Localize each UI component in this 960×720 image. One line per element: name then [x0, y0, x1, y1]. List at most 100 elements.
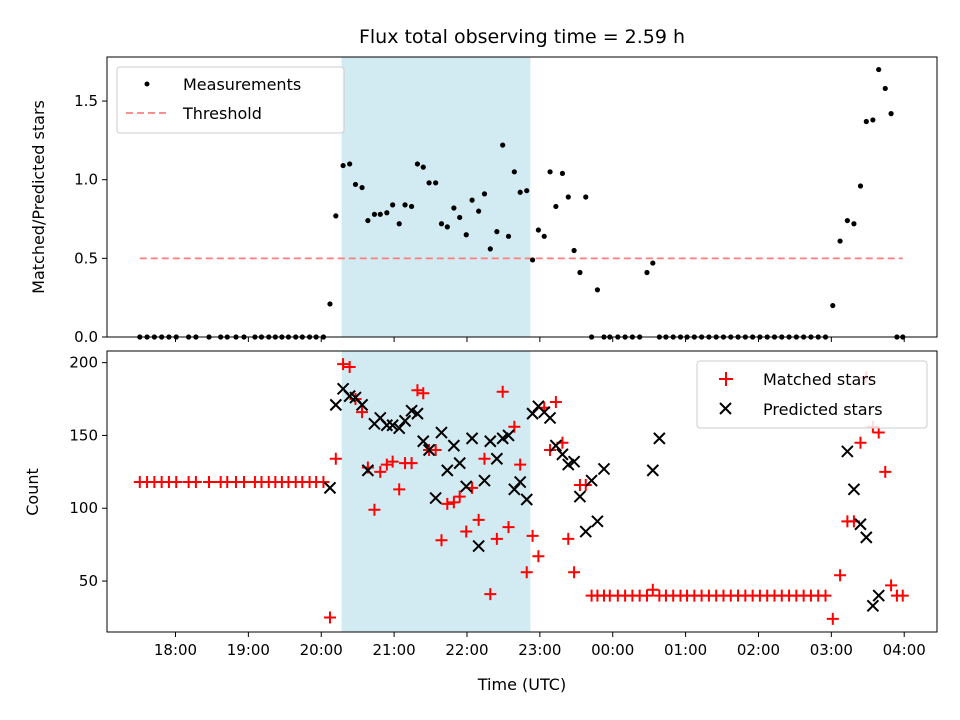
legend-threshold-label: Threshold	[182, 104, 262, 123]
bottom-panel: 50 100 150 200 18:00 19:00 20:00 21:00 22:00 23:…	[23, 350, 938, 694]
predicted-star-point	[556, 448, 569, 461]
predicted-star-point	[579, 525, 592, 538]
matched-star-point	[435, 534, 448, 547]
measurement-point	[365, 217, 371, 224]
predicted-star-point	[398, 414, 412, 428]
predicted-star-point	[597, 462, 611, 476]
top-legend: Measurements Threshold	[116, 66, 345, 134]
measurement-point	[547, 169, 553, 175]
measurement-point	[396, 221, 402, 227]
matched-star-point	[549, 395, 562, 408]
measurement-point	[505, 233, 512, 239]
measurement-point	[541, 233, 547, 239]
measurement-point	[327, 301, 333, 307]
measurement-point	[426, 180, 432, 186]
measurement-point	[402, 202, 408, 208]
bottom-y-axis: 50 100 150 200	[69, 354, 107, 590]
measurement-point	[594, 287, 601, 293]
predicted-star-point	[526, 407, 539, 420]
predicted-star-point	[429, 491, 442, 505]
bottom-shaded-interval	[341, 351, 531, 632]
top-legend-box	[116, 66, 345, 134]
predicted-star-point	[841, 445, 854, 458]
predicted-star-point	[453, 456, 466, 470]
matched-star-point	[368, 503, 381, 516]
predicted-star-point	[417, 435, 430, 448]
predicted-star-point	[646, 464, 660, 477]
matched-star-point	[532, 550, 545, 563]
predicted-star-point	[472, 539, 485, 553]
xlabel: Time (UTC)	[477, 675, 566, 694]
measurement-point	[888, 111, 894, 117]
measurement-point	[553, 203, 559, 210]
predicted-star-point	[502, 429, 515, 442]
measurement-point	[851, 221, 857, 227]
measurement-point	[340, 162, 346, 169]
measurement-point	[414, 161, 421, 167]
matched-star-point	[356, 406, 369, 419]
matched-star-point	[170, 476, 183, 489]
xtick-label: 18:00	[154, 641, 197, 659]
predicted-star-point	[520, 493, 533, 506]
matched-star-point	[834, 569, 847, 582]
measurement-point	[409, 203, 415, 210]
predicted-star-point	[411, 407, 424, 420]
bottom-legend: Matched stars Predicted stars	[696, 360, 928, 429]
bottom-x-axis: 18:00 19:00 20:00 21:00 22:00 23:00 00:00 01:00…	[154, 632, 926, 659]
matched-star-point	[189, 476, 202, 489]
matched-star-point	[447, 496, 460, 509]
matched-star-point	[526, 529, 539, 542]
matched-star-point	[490, 532, 503, 545]
measurement-point	[830, 302, 836, 309]
matched-star-point	[429, 444, 442, 457]
measurement-point	[857, 183, 864, 189]
top-x-ticks	[174, 337, 905, 342]
matched-star-point	[885, 579, 898, 592]
measurement-point	[517, 189, 523, 195]
measurement-point	[500, 142, 506, 148]
predicted-star-point	[872, 589, 885, 602]
matched-star-point	[579, 478, 592, 491]
predicted-star-point	[355, 398, 369, 412]
bottom-ytick-label: 150	[69, 426, 98, 444]
xtick-label: 00:00	[591, 641, 634, 659]
matched-star-point	[514, 458, 527, 471]
matched-star-point	[896, 589, 909, 602]
predicted-star-point	[847, 483, 861, 496]
measurement-point	[870, 117, 876, 123]
predicted-star-point	[484, 435, 497, 448]
predicted-star-point	[478, 474, 491, 487]
matched-star-point	[640, 589, 653, 602]
measurement-point	[390, 202, 396, 208]
chart-title: Flux total observing time = 2.59 h	[359, 26, 685, 48]
measurement-point	[863, 118, 869, 125]
measurement-point	[565, 194, 571, 200]
predicted-star-point	[441, 464, 454, 477]
predicted-star-point	[854, 518, 867, 531]
matched-star-point	[337, 358, 350, 371]
measurement-point	[433, 180, 439, 186]
bottom-ytick-label: 50	[79, 572, 98, 590]
predicted-star-point	[447, 439, 461, 452]
measurement-point	[583, 194, 589, 200]
predicted-star-point	[543, 411, 557, 425]
predicted-stars-series	[324, 383, 885, 613]
matched-star-point	[502, 521, 515, 534]
measurement-point	[876, 66, 882, 73]
measurement-point	[377, 211, 383, 217]
measurement-point	[352, 181, 359, 188]
matched-star-point	[405, 457, 418, 470]
matched-star-point	[441, 497, 454, 510]
top-panel: 0.0 0.5 1.0 1.5 Matched/Predicted stars Mea…	[29, 56, 938, 346]
xtick-label: 03:00	[810, 641, 853, 659]
top-shaded-interval	[341, 57, 531, 337]
predicted-star-point	[567, 455, 581, 468]
bottom-ytick-label: 200	[69, 354, 98, 372]
measurement-point	[559, 170, 566, 177]
measurement-point	[463, 232, 469, 238]
xtick-label: 02:00	[737, 641, 780, 659]
matched-star-point	[374, 465, 387, 478]
top-ytick-label: 0.5	[74, 249, 98, 267]
bottom-plot-frame	[106, 350, 938, 633]
predicted-star-point	[549, 439, 563, 452]
